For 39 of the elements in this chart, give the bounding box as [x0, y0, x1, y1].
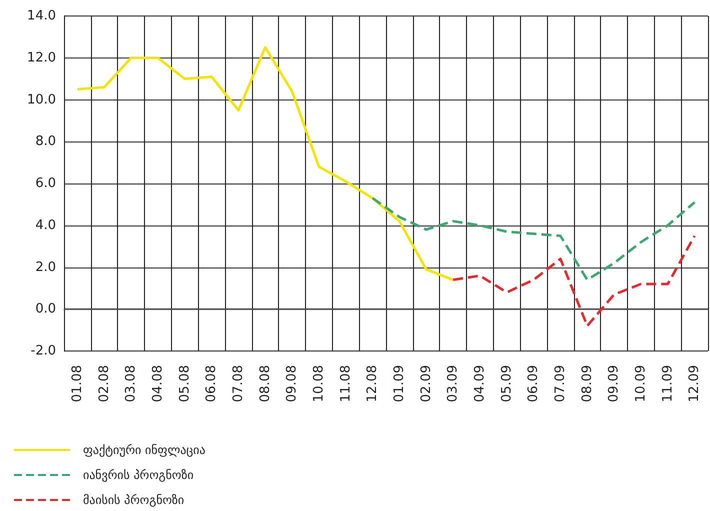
x-tick-label: 04.09: [472, 365, 488, 402]
y-tick-label: 6.0: [35, 176, 56, 191]
y-tick-label: -2.0: [30, 344, 56, 358]
x-tick-label: 06.08: [204, 365, 220, 402]
x-tick-label: 09.08: [284, 365, 300, 402]
x-tick-label: 08.09: [580, 365, 595, 402]
x-tick-label: 11.09: [660, 365, 676, 402]
line-series: [371, 196, 696, 282]
x-tick-label: 01.09: [392, 365, 407, 402]
x-tick-label: 10.09: [633, 365, 648, 402]
x-tick-label: 08.08: [258, 365, 273, 402]
x-tick-label: 12.08: [365, 365, 380, 402]
x-tick-label: 12.09: [687, 365, 702, 402]
y-tick-label: 4.0: [35, 218, 56, 233]
legend-label: მაისის პროგნოზი: [83, 493, 184, 507]
x-tick-label: 02.09: [418, 365, 434, 402]
x-tick-label: 11.08: [338, 365, 354, 402]
y-tick-label: 14.0: [27, 8, 56, 24]
x-tick-label: 07.08: [230, 365, 246, 402]
x-tick-label: 02.08: [96, 365, 112, 402]
line-series: [76, 46, 454, 282]
x-tick-label: 01.08: [70, 365, 85, 402]
y-tick-label: 10.0: [27, 92, 56, 108]
x-tick-label: 09.09: [606, 365, 622, 402]
x-tick-label: 06.09: [526, 365, 542, 402]
x-tick-label: 05.08: [177, 365, 192, 402]
y-tick-label: 12.0: [27, 50, 56, 66]
y-tick-label: 2.0: [35, 260, 56, 275]
x-tick-label: 04.08: [150, 365, 166, 402]
y-tick-label: 8.0: [35, 134, 56, 150]
x-tick-label: 05.09: [499, 365, 514, 402]
y-tick-label: 0.0: [35, 302, 56, 317]
legend-label: იანვრის პროგნოზი: [83, 468, 194, 482]
line-series: [452, 234, 696, 328]
x-tick-label: 03.09: [446, 365, 461, 402]
x-tick-label: 03.08: [124, 365, 139, 402]
x-tick-label: 07.09: [552, 365, 568, 402]
x-tick-label: 10.08: [311, 365, 326, 402]
legend-label: ფაქტიური ინფლაცია: [83, 443, 206, 457]
